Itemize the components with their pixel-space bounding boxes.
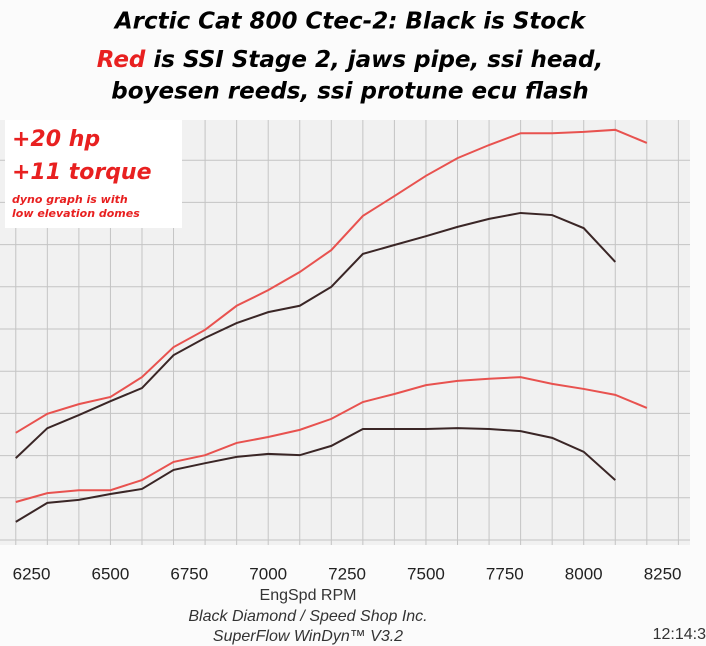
series-line (15, 211, 617, 459)
annotation: dyno graph is with (12, 193, 128, 206)
x-tick-label: 8250 (644, 564, 682, 583)
title-text: is SSI Stage 2, jaws pipe, ssi head, (145, 47, 603, 73)
title-highlight: Red (97, 47, 146, 73)
x-tick-label: 7500 (407, 564, 445, 583)
x-tick-label: 8000 (565, 564, 603, 583)
footer-time: 12:14:3 (653, 626, 706, 643)
series-line (15, 427, 616, 523)
series-line (15, 128, 648, 434)
x-tick-label: 6500 (92, 564, 130, 583)
title-line: Arctic Cat 800 Ctec-2: Black is Stock (113, 9, 587, 35)
series-line (15, 376, 648, 503)
x-tick-label: 7000 (249, 564, 287, 583)
x-tick-label: 6250 (13, 564, 51, 583)
annotation: +20 hp (12, 127, 100, 152)
title-line: Red is SSI Stage 2, jaws pipe, ssi head, (97, 47, 603, 73)
x-tick-label: 7250 (328, 564, 366, 583)
title-backdrop (0, 100, 690, 120)
annotation-box (5, 120, 182, 228)
x-axis-label: EngSpd RPM (260, 587, 357, 604)
footer: SuperFlow WinDyn™ V3.2 (213, 628, 403, 645)
title-line: boyesen reeds, ssi protune ecu flash (111, 79, 589, 105)
annotation: +11 torque (12, 160, 152, 185)
footer: Black Diamond / Speed Shop Inc. (188, 608, 427, 625)
x-tick-label: 7750 (486, 564, 524, 583)
x-tick-label: 6750 (170, 564, 208, 583)
annotation: low elevation domes (12, 207, 140, 220)
